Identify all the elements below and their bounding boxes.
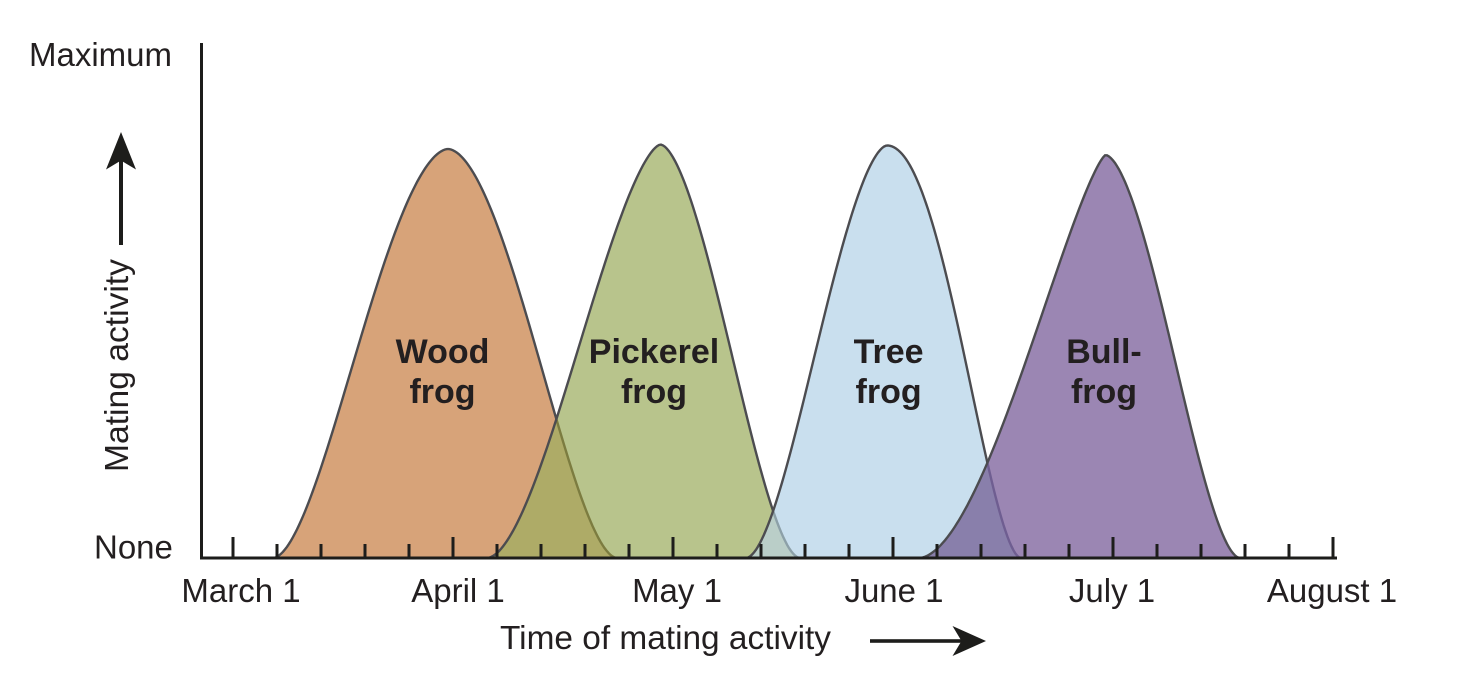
svg-text:May 1: May 1 [632, 572, 722, 609]
svg-text:Maximum: Maximum [29, 36, 172, 73]
svg-text:Time of mating activity: Time of mating activity [500, 619, 831, 656]
svg-text:None: None [94, 529, 173, 566]
svg-text:March 1: March 1 [181, 572, 300, 609]
svg-text:frog: frog [856, 373, 922, 411]
svg-text:April 1: April 1 [411, 572, 505, 609]
svg-text:July 1: July 1 [1069, 572, 1155, 609]
svg-text:August 1: August 1 [1267, 572, 1397, 609]
svg-text:June 1: June 1 [844, 572, 943, 609]
svg-text:Bull-: Bull- [1066, 333, 1142, 371]
svg-text:Mating activity: Mating activity [98, 258, 135, 472]
svg-text:frog: frog [1071, 373, 1137, 411]
svg-text:Pickerel: Pickerel [589, 333, 719, 371]
svg-text:frog: frog [409, 373, 475, 411]
svg-text:Tree: Tree [854, 333, 924, 371]
svg-text:Wood: Wood [396, 333, 490, 371]
svg-text:frog: frog [621, 373, 687, 411]
